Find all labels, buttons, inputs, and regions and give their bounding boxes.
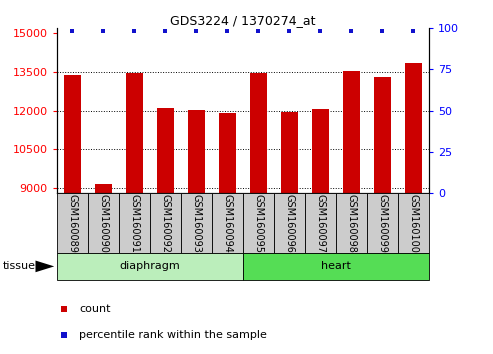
Text: GSM160091: GSM160091 bbox=[129, 194, 139, 252]
Bar bbox=[343, 71, 360, 193]
Text: GSM160094: GSM160094 bbox=[222, 194, 232, 252]
Text: GSM160097: GSM160097 bbox=[316, 194, 325, 252]
Bar bbox=[250, 73, 267, 193]
Text: percentile rank within the sample: percentile rank within the sample bbox=[79, 330, 267, 340]
Bar bbox=[312, 109, 329, 193]
Bar bbox=[405, 63, 422, 193]
Bar bbox=[219, 113, 236, 193]
Text: GSM160095: GSM160095 bbox=[253, 194, 263, 252]
Bar bbox=[374, 77, 391, 193]
Text: GSM160099: GSM160099 bbox=[377, 194, 387, 252]
Text: GSM160090: GSM160090 bbox=[98, 194, 108, 252]
Bar bbox=[181, 193, 212, 253]
Text: diaphragm: diaphragm bbox=[119, 261, 180, 272]
Text: GSM160098: GSM160098 bbox=[347, 194, 356, 252]
Bar bbox=[398, 193, 429, 253]
Text: GSM160096: GSM160096 bbox=[284, 194, 294, 252]
Bar bbox=[88, 193, 119, 253]
Text: GSM160093: GSM160093 bbox=[191, 194, 201, 252]
Bar bbox=[274, 193, 305, 253]
Bar bbox=[150, 193, 181, 253]
Bar bbox=[243, 193, 274, 253]
Polygon shape bbox=[35, 261, 54, 272]
Bar bbox=[64, 75, 81, 193]
Bar bbox=[212, 193, 243, 253]
Bar bbox=[95, 184, 112, 193]
Text: GSM160092: GSM160092 bbox=[160, 194, 170, 252]
Bar bbox=[157, 108, 174, 193]
Text: GSM160089: GSM160089 bbox=[67, 194, 77, 252]
Bar bbox=[57, 193, 88, 253]
Title: GDS3224 / 1370274_at: GDS3224 / 1370274_at bbox=[170, 14, 316, 27]
Text: heart: heart bbox=[321, 261, 351, 272]
Text: count: count bbox=[79, 304, 110, 314]
Bar bbox=[243, 253, 429, 280]
Bar bbox=[126, 73, 143, 193]
Bar bbox=[188, 110, 205, 193]
Bar bbox=[57, 253, 243, 280]
Text: tissue: tissue bbox=[2, 261, 35, 272]
Bar bbox=[281, 112, 298, 193]
Bar bbox=[305, 193, 336, 253]
Bar bbox=[119, 193, 150, 253]
Bar bbox=[367, 193, 398, 253]
Bar bbox=[336, 193, 367, 253]
Text: GSM160100: GSM160100 bbox=[408, 194, 419, 252]
